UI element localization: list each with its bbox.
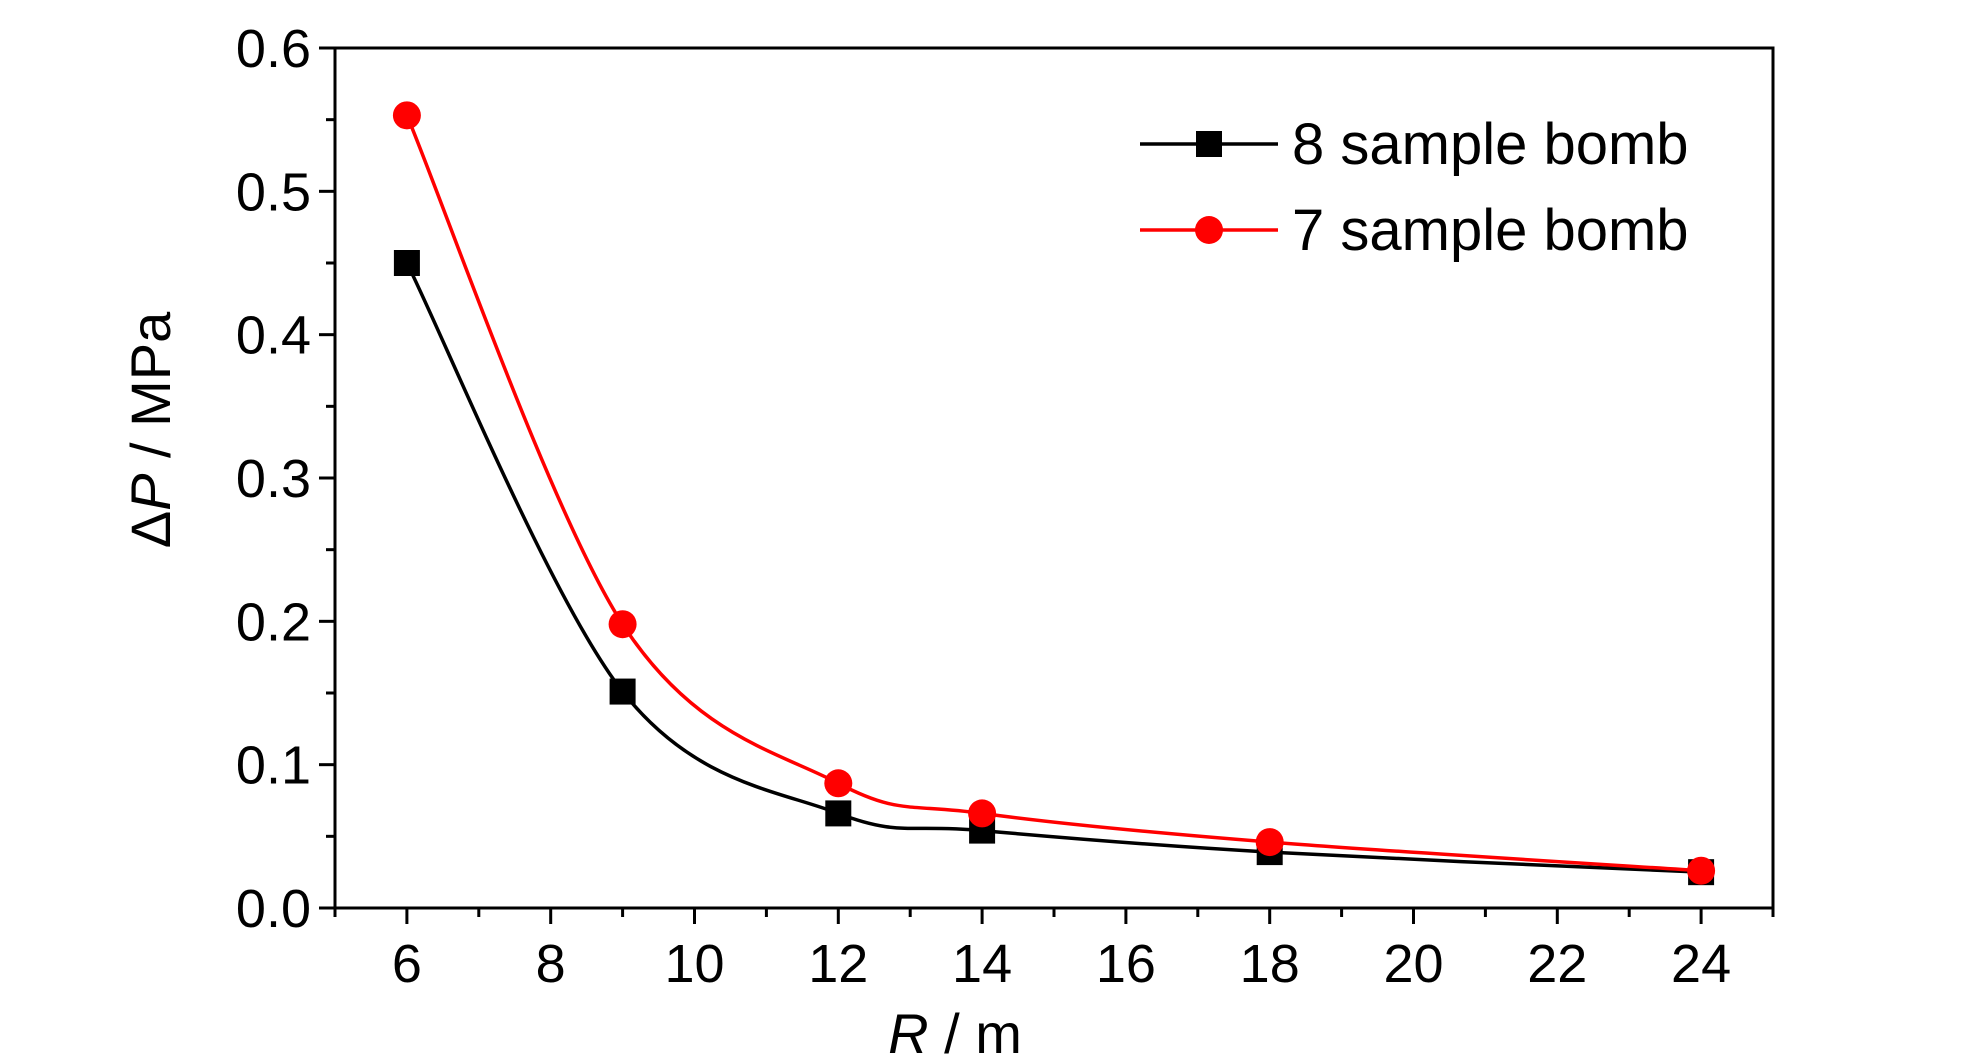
data-point [1687,856,1716,885]
x-tick-label: 22 [1527,934,1587,994]
y-tick-label: 0.2 [236,592,311,652]
x-axis-title: R / m [888,1002,1022,1062]
legend-item: 7 sample bomb [1140,198,1689,263]
y-tick-label: 0.6 [236,19,311,79]
x-tick-label: 12 [808,934,868,994]
x-tick-label: 24 [1671,934,1731,994]
y-axis-title: ΔP / MPa [119,311,182,548]
legend: 8 sample bomb 7 sample bomb [1140,112,1689,263]
series-line [405,262,1702,874]
y-tick-label: 0.4 [236,306,311,366]
x-tick-label: 14 [952,934,1012,994]
x-tick-label: 6 [392,934,422,994]
y-axis-unit: / MPa [119,311,182,474]
series-layer [392,101,1716,886]
y-tick-label: 0.3 [236,449,311,509]
data-point [608,610,637,639]
data-point [393,250,420,276]
y-tick-label: 0.5 [236,162,311,222]
x-axis-ticks: 6 8 10 12 14 16 18 20 22 24 [333,908,1775,994]
y-axis-symbol: P [119,474,182,511]
x-tick-label: 18 [1240,934,1300,994]
y-axis-prefix: Δ [119,511,182,548]
data-point [609,678,636,705]
series-line [405,114,1702,873]
x-tick-label: 10 [664,934,724,994]
data-point [825,800,852,827]
x-axis-symbol: R [888,1002,928,1062]
x-tick-label: 20 [1383,934,1443,994]
data-point [968,799,997,828]
x-tick-label: 16 [1096,934,1156,994]
data-point [392,101,421,130]
legend-label: 7 sample bomb [1292,198,1689,263]
data-point [824,769,853,798]
y-axis-ticks: 0.0 0.1 0.2 0.3 0.4 0.5 0.6 [236,19,335,939]
y-tick-label: 0.0 [236,879,311,939]
y-tick-label: 0.1 [236,736,311,796]
legend-marker [1195,216,1223,244]
legend-label: 8 sample bomb [1292,112,1689,177]
series-1 [392,101,1716,885]
x-tick-label: 8 [536,934,566,994]
data-point [1255,828,1284,857]
x-axis-unit: / m [929,1002,1022,1062]
legend-marker [1196,131,1222,157]
legend-item: 8 sample bomb [1140,112,1689,177]
